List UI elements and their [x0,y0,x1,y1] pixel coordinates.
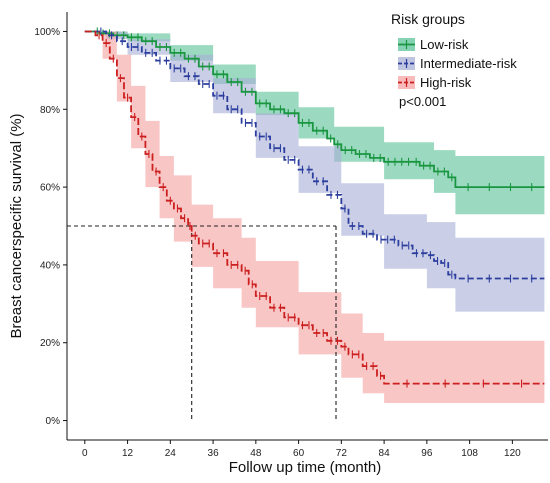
median-survival-lines [67,225,337,421]
y-tick-label: 0% [46,416,61,427]
band-low-risk [84,31,545,215]
band-high-risk [84,31,545,403]
x-tick-label: 72 [336,448,348,459]
legend-title: Risk groups [391,11,465,27]
curve-high-risk [84,30,545,385]
x-tick-label: 96 [421,448,433,459]
legend: Risk groups p<0.001 Low-risk Intermediate… [391,11,517,109]
y-tick-label: 60% [40,183,60,194]
y-tick-label: 20% [40,338,60,349]
p-value: p<0.001 [399,94,446,109]
x-tick-label: 108 [461,448,478,459]
censor-marks-high-risk [98,31,523,388]
y-tick-label: 80% [40,105,60,116]
confidence-bands [84,31,545,403]
x-axis-title: Follow up time (month) [229,459,382,476]
x-tick-label: 84 [379,448,391,459]
survival-curves [84,27,545,388]
curve-intermediate-risk [84,30,545,280]
axes: 0 12 24 36 48 60 72 84 96 108 120 0% 20% 40% 60% 80% 100… [34,12,548,459]
x-tick-label: 24 [165,448,177,459]
x-tick-label: 120 [504,448,521,459]
legend-label-low-risk: Low-risk [420,37,469,52]
x-tick-label: 48 [250,448,262,459]
x-tick-label: 0 [82,448,88,459]
y-axis-title: Breast cancerspecific survival (%) [8,113,25,338]
legend-label-intermediate-risk: Intermediate-risk [420,56,517,71]
y-tick-label: 100% [34,27,60,38]
x-tick-label: 36 [208,448,220,459]
curve-low-risk [84,30,545,188]
x-tick-label: 60 [293,448,305,459]
legend-label-high-risk: High-risk [420,75,472,90]
y-tick-label: 40% [40,260,60,271]
censor-marks-intermediate-risk [100,27,533,283]
x-tick-label: 12 [122,448,134,459]
band-intermediate-risk [84,31,545,312]
